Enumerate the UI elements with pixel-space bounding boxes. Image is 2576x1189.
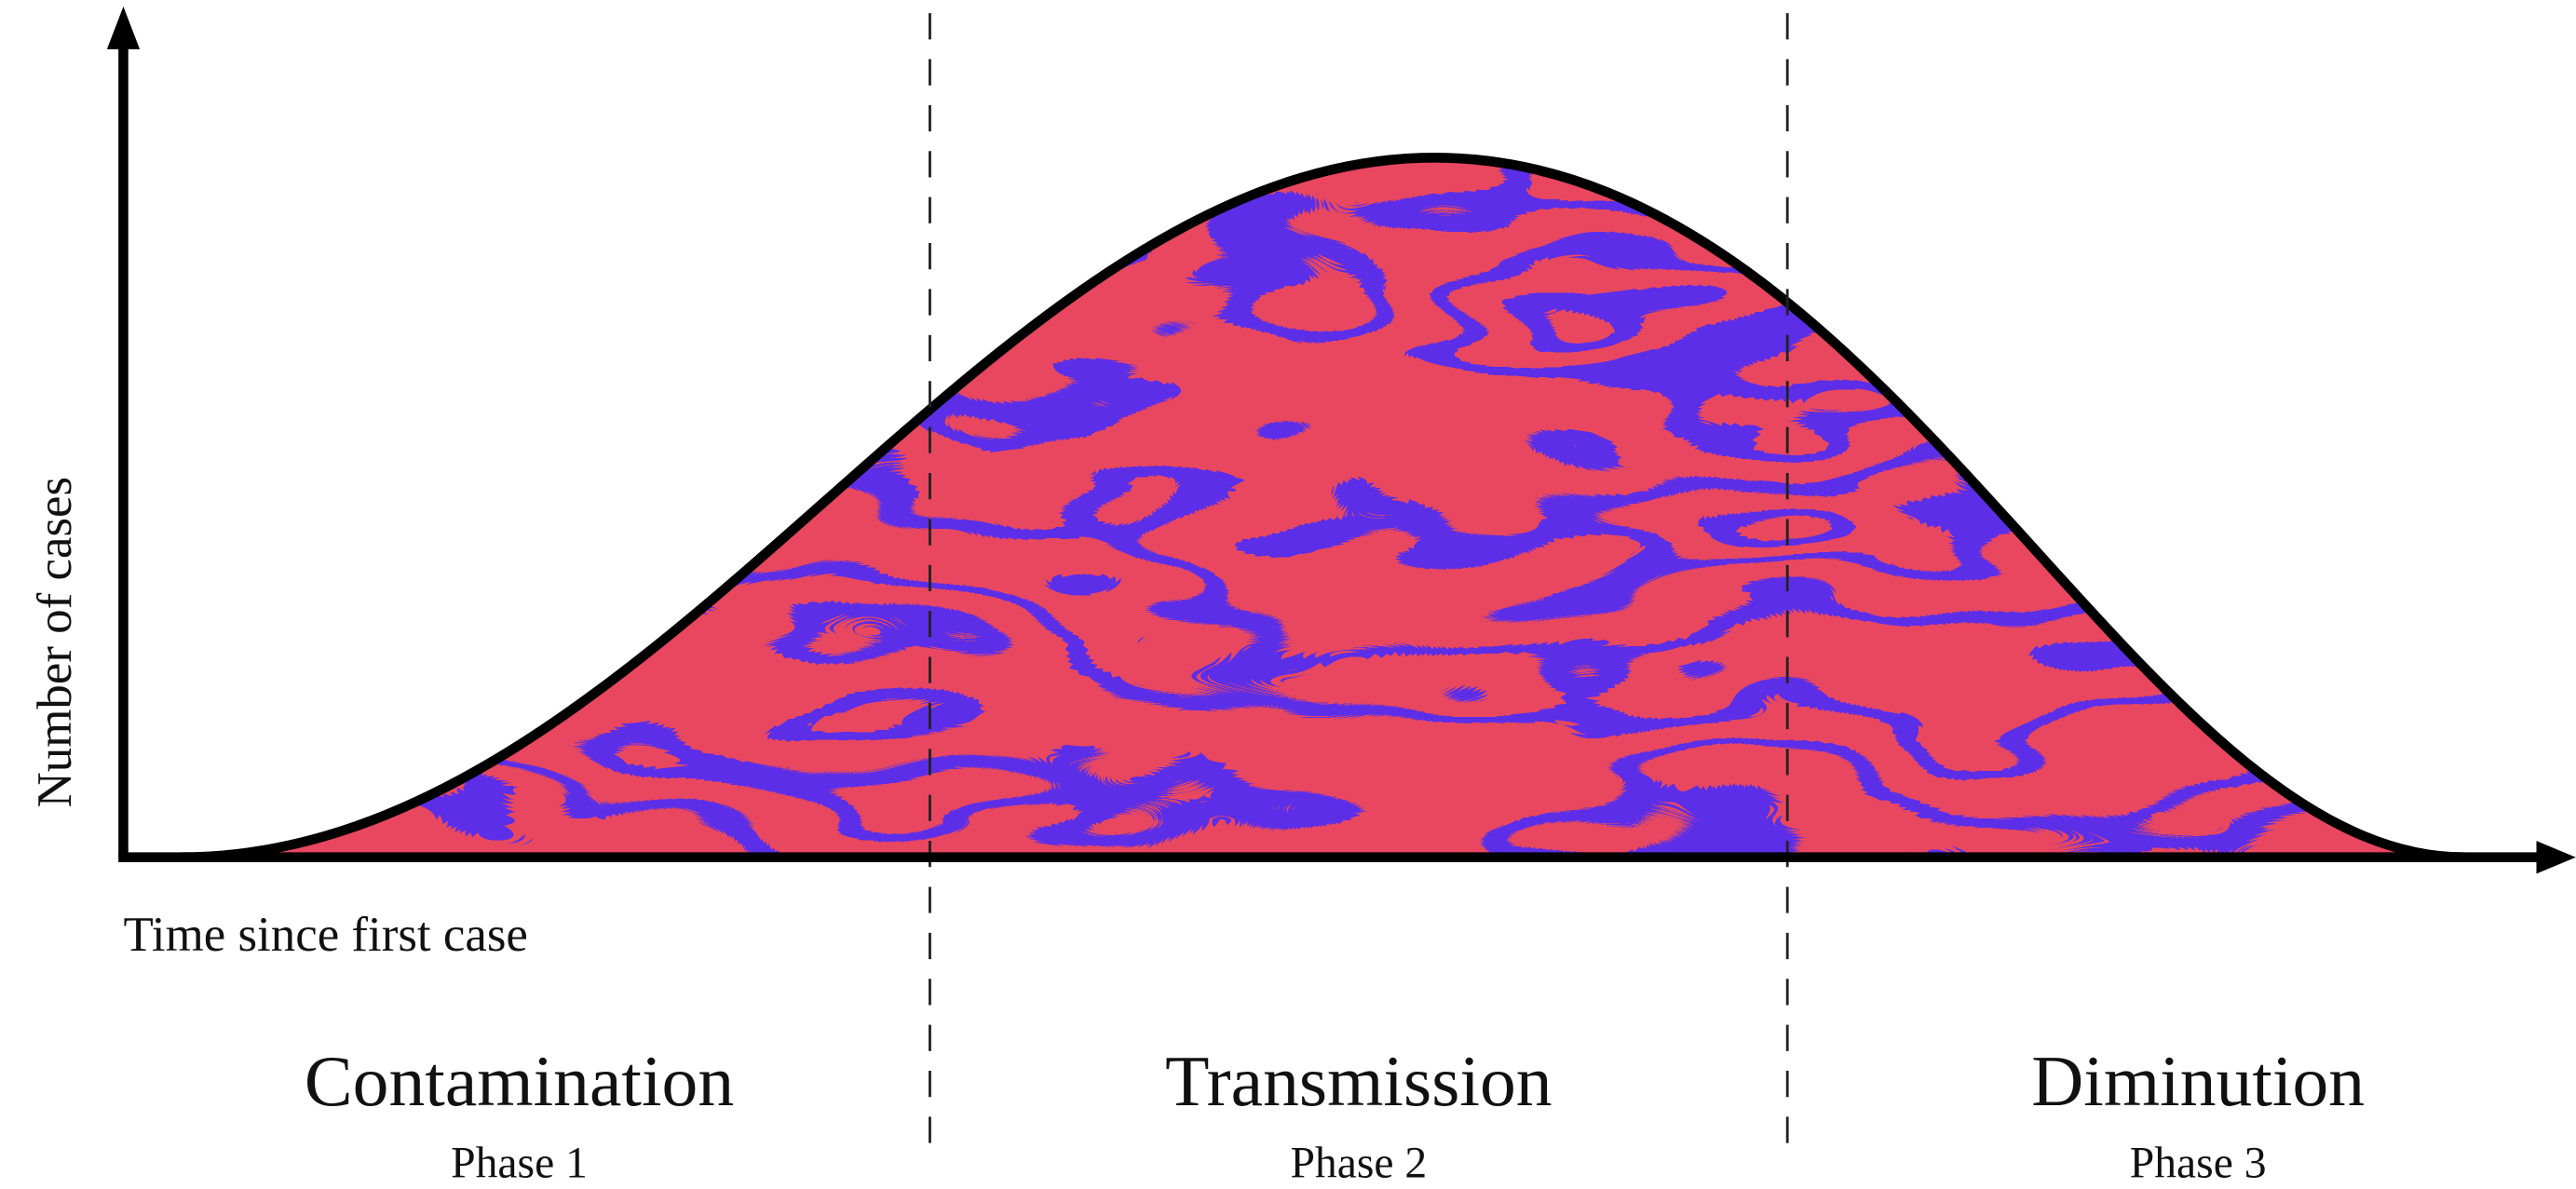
x-axis-arrow (2536, 841, 2575, 873)
y-axis-label: Number of cases (28, 477, 82, 808)
diagram: Number of cases Time since first case Co… (0, 0, 2576, 1189)
phase-name: Diminution (2031, 1041, 2365, 1121)
phase-name: Contamination (305, 1041, 734, 1121)
phase-number: Phase 1 (451, 1140, 588, 1188)
page: {"y_axis_label": "Number of cases", "x_a… (0, 0, 2576, 1189)
phase-name: Transmission (1165, 1041, 1552, 1121)
phase-number: Phase 2 (1290, 1140, 1427, 1188)
x-axis-label: Time since first case (123, 908, 527, 962)
curve-fill (165, 148, 2481, 871)
y-axis-arrow (107, 7, 140, 49)
phase-number: Phase 3 (2130, 1140, 2267, 1188)
